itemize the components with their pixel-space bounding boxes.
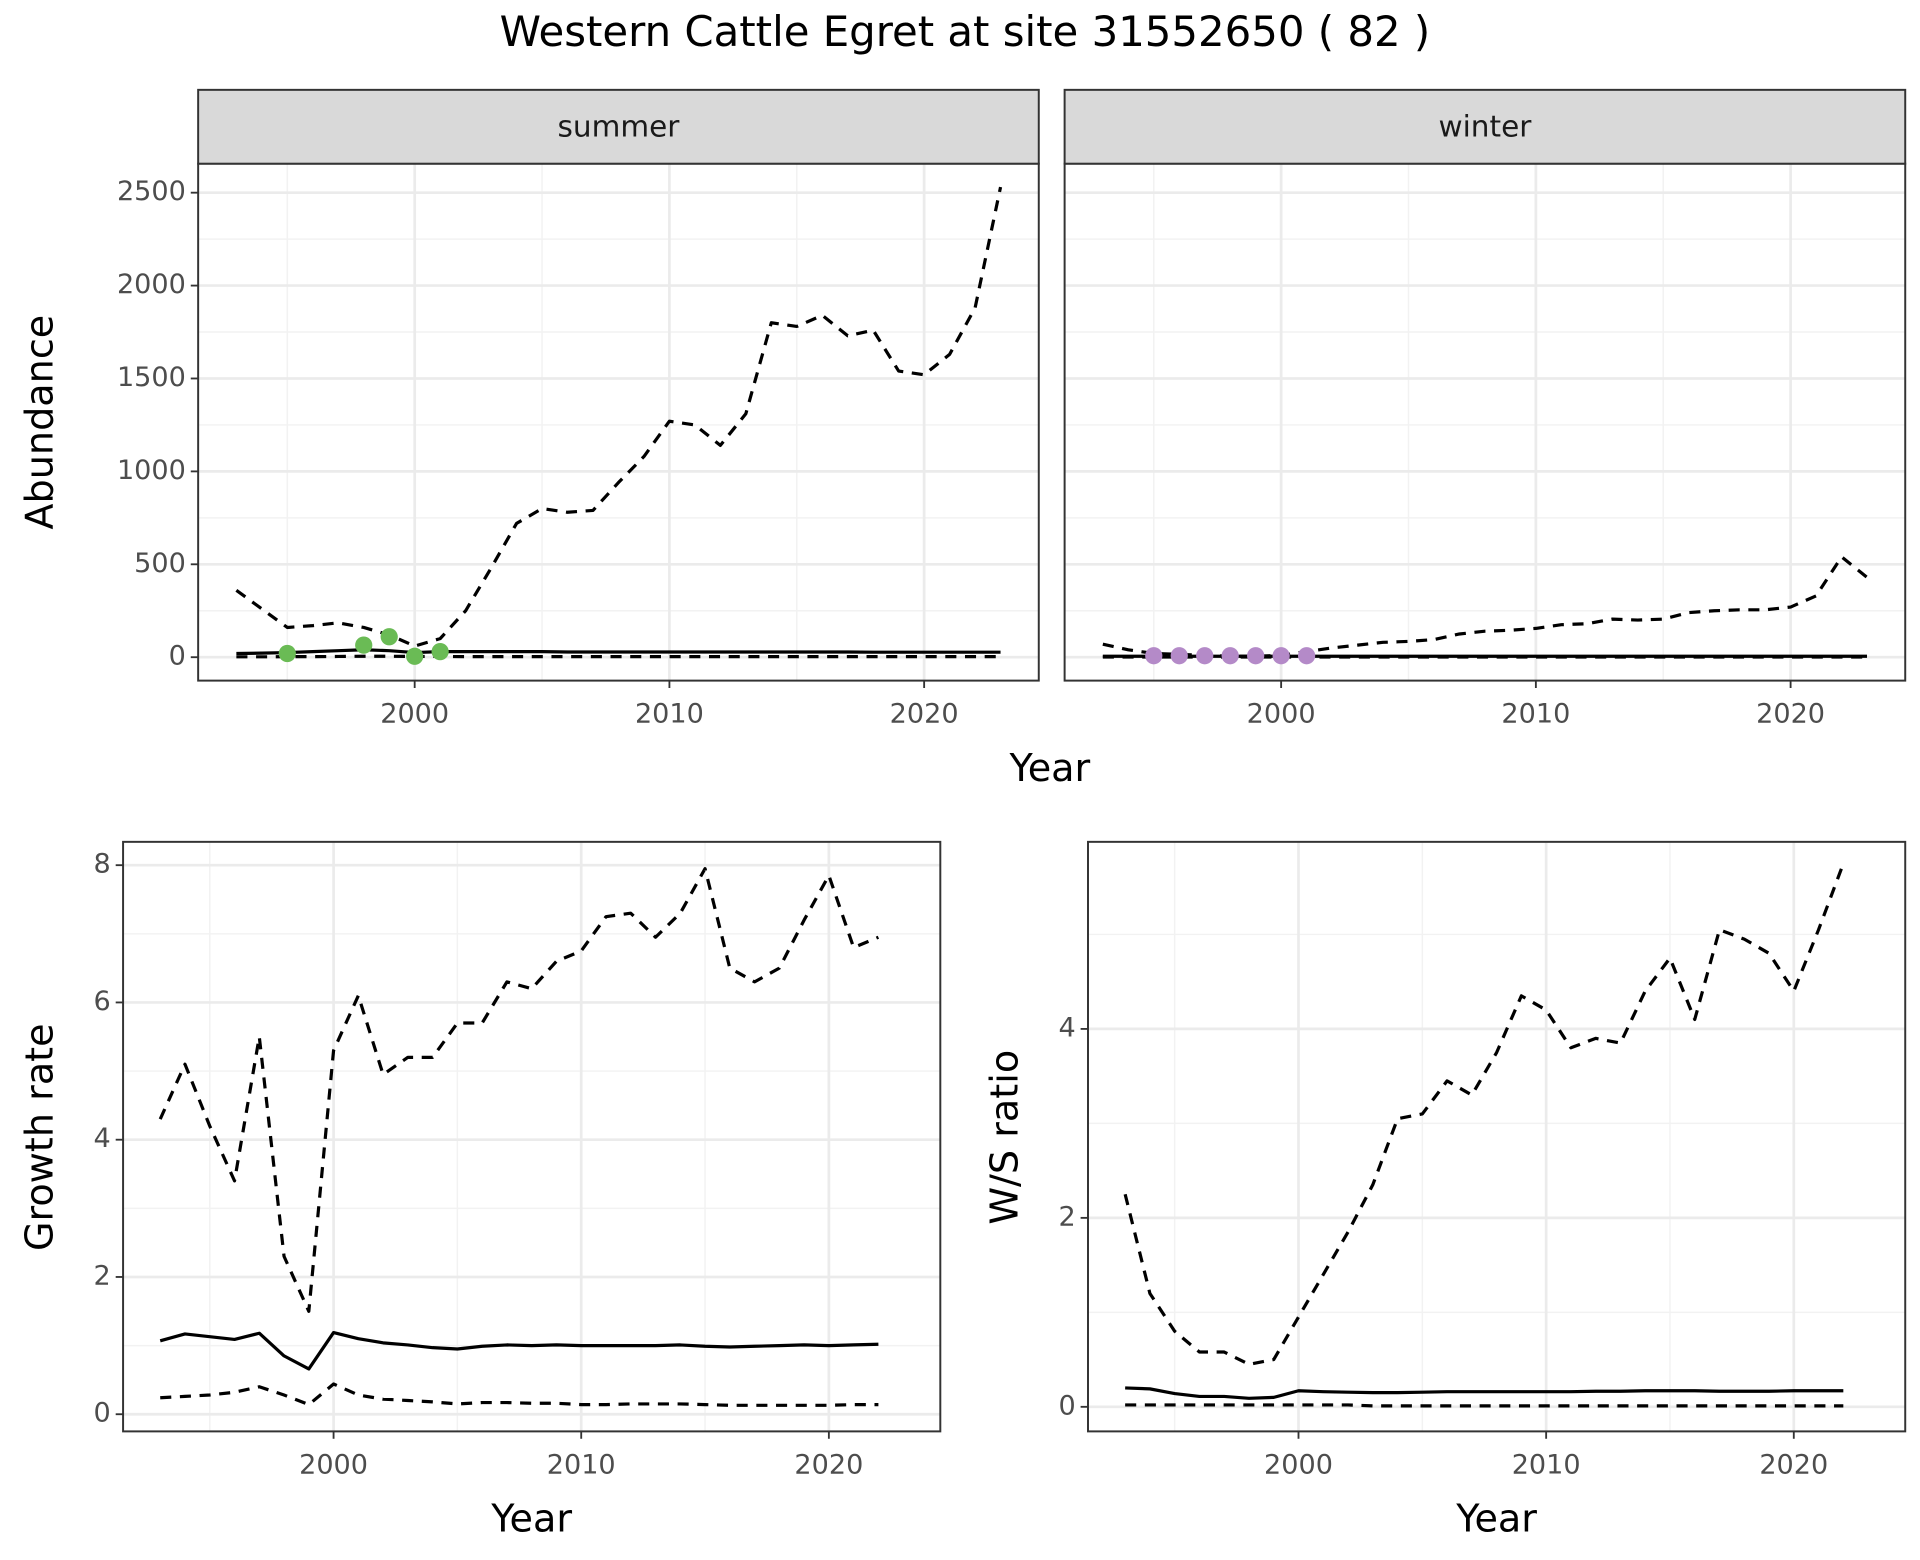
y-tick-label: 2 [1058, 1201, 1075, 1232]
y-tick-label: 4 [94, 1123, 111, 1154]
dashed-line [1123, 863, 1845, 1366]
y-tick-label: 6 [94, 986, 111, 1017]
panel-background [1088, 841, 1906, 1432]
panel-background [1064, 163, 1906, 681]
dashed-line [158, 867, 880, 1313]
y-tick-label: 0 [169, 641, 186, 672]
y-tick-label: 0 [1058, 1390, 1075, 1421]
dashed-line [160, 1382, 879, 1407]
y-tick-label: 1000 [117, 455, 186, 486]
point [1145, 647, 1163, 665]
x-tick-label: 2000 [1247, 699, 1316, 730]
panel-background [198, 163, 1039, 681]
x-tick-label: 2010 [1512, 1449, 1581, 1480]
panel-border [122, 840, 942, 1433]
y-axis-title: Growth rate [17, 1023, 61, 1251]
x-tick-label: 2000 [1264, 1449, 1333, 1480]
point [431, 643, 449, 661]
y-tick-label: 8 [94, 849, 111, 880]
x-tick-label: 2010 [1501, 699, 1570, 730]
solid-line [159, 1330, 879, 1371]
x-tick-label: 2010 [635, 699, 704, 730]
x-axis-title: Year [1455, 1497, 1537, 1541]
x-tick-label: 2020 [1759, 1449, 1828, 1480]
strip [1063, 88, 1907, 165]
figure-title: Western Cattle Egret at site 31552650 ( … [500, 7, 1431, 56]
y-axis-title: W/S ratio [982, 1050, 1026, 1225]
point [1196, 647, 1214, 665]
y-tick-label: 1500 [117, 362, 186, 393]
panel-background [123, 841, 941, 1432]
x-tick-label: 2020 [794, 1449, 863, 1480]
point [406, 647, 424, 665]
y-tick-label: 500 [134, 548, 186, 579]
point [1170, 647, 1188, 665]
dashed-line [1125, 1403, 1844, 1408]
point [380, 628, 398, 646]
y-axis-title: Abundance [17, 315, 61, 530]
x-tick-label: 2000 [299, 1449, 368, 1480]
strip-label: winter [1438, 109, 1532, 143]
y-tick-label: 2500 [117, 176, 186, 207]
point [1221, 647, 1239, 665]
solid-line [1125, 1386, 1844, 1400]
y-tick-label: 4 [1058, 1012, 1075, 1043]
y-tick-label: 0 [94, 1398, 111, 1429]
x-tick-label: 2020 [890, 699, 959, 730]
x-axis-title: Year [1008, 746, 1090, 790]
strip-label: summer [558, 109, 681, 143]
point [1247, 647, 1265, 665]
panel-border [1087, 840, 1907, 1433]
x-tick-label: 2020 [1756, 699, 1825, 730]
y-tick-label: 2 [94, 1260, 111, 1291]
x-axis-title: Year [490, 1497, 572, 1541]
strip [197, 88, 1040, 165]
point [1297, 647, 1316, 665]
y-tick-label: 2000 [117, 269, 186, 300]
x-tick-label: 2010 [547, 1449, 616, 1480]
x-tick-label: 2000 [380, 699, 449, 730]
dashed-line [235, 186, 1003, 648]
point [355, 636, 373, 654]
point [1272, 647, 1290, 665]
point [278, 644, 296, 663]
dashed-line [236, 654, 1001, 659]
